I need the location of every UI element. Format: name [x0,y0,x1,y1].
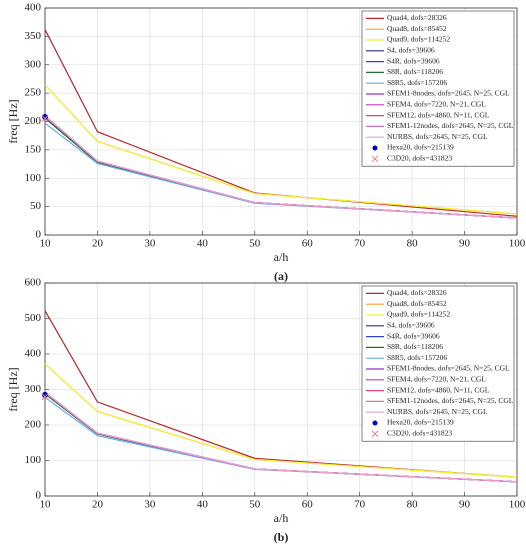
x-tick-label: 100 [509,238,526,250]
data-point [41,393,49,400]
y-tick-label: 300 [25,383,42,395]
y-tick-label: 200 [25,115,42,127]
x-axis-label: a/h [274,250,289,264]
legend-label: SFEM12, dofs=4860, N=11, CGL [387,110,490,119]
y-tick-label: 500 [25,312,42,324]
legend-label: Quad9, dofs=114252 [387,35,450,44]
y-tick-label: 200 [25,419,42,431]
x-tick-label: 40 [197,238,209,250]
series-line [44,84,518,215]
legend-label: S4R, dofs=39606 [387,56,440,65]
y-tick-label: 400 [25,348,42,360]
x-tick-label: 80 [407,238,419,250]
series-line [44,115,518,219]
legend-label: C3D20, dofs=431823 [387,429,452,438]
y-tick-label: 0 [36,490,42,502]
legend-label: SFEM4, dofs=7220, N=21, CGL [387,100,486,109]
legend-label: S4R, dofs=39606 [387,331,440,340]
x-tick-label: 40 [197,499,209,511]
y-tick-label: 400 [25,2,42,14]
y-tick-label: 350 [25,30,42,42]
x-tick-label: 70 [354,238,366,250]
plot-frame [44,7,518,236]
legend-swatch [372,420,378,426]
legend-swatch [371,155,379,163]
legend-label: S8R, dofs=118206 [387,67,443,76]
legend-label: NURBS, dofs=2645, N=25, CGL [387,407,488,416]
x-tick-label: 60 [302,499,314,511]
legend-label: SFEM1-8nodes, dofs=2645, N=25, CGL [387,364,510,373]
legend-label: SFEM12, dofs=4860, N=11, CGL [387,385,490,394]
legend-label: S8R5, dofs=157206 [387,353,447,362]
data-point [42,391,48,398]
x-tick-label: 20 [92,238,104,250]
y-axis-label: freq [Hz] [6,99,20,143]
x-tick-label: 10 [40,499,52,511]
legend-label: Quad9, dofs=114252 [387,310,450,319]
x-tick-label: 60 [302,238,314,250]
series-line [44,29,518,217]
legend-label: SFEM1-12nodes, dofs=2645, N=25, CGL [387,121,514,130]
y-tick-label: 300 [25,58,42,70]
data-point [41,115,49,123]
y-tick-label: 250 [25,87,42,99]
legend-label: Hexa20, dofs=215139 [387,143,454,152]
y-tick-label: 100 [25,454,42,466]
legend-label: NURBS, dofs=2645, N=25, CGL [387,132,488,141]
legend-label: Quad4, dofs=28326 [387,13,447,22]
x-tick-label: 10 [40,238,52,250]
x-tick-label: 50 [249,238,261,250]
x-tick-label: 20 [92,499,104,511]
x-tick-label: 80 [407,499,419,511]
legend-label: Quad8, dofs=85452 [387,299,447,308]
series-line [44,391,518,483]
legend-box [361,285,515,442]
legend-swatch [371,430,379,438]
caption: (b) [274,530,289,544]
legend-label: S8R5, dofs=157206 [387,78,447,87]
legend-box [361,10,515,167]
x-tick-label: 70 [354,499,366,511]
series-line [44,363,518,478]
y-axis-label: freq [Hz] [6,367,20,411]
caption: (a) [274,269,288,283]
legend-label: Quad4, dofs=28326 [387,288,447,297]
y-tick-label: 100 [25,172,42,184]
legend-label: S4, dofs=39606 [387,321,435,330]
legend-label: SFEM4, dofs=7220, N=21, CGL [387,375,486,384]
x-axis-label: a/h [274,511,289,525]
x-tick-label: 30 [144,499,156,511]
legend-label: SFEM1-8nodes, dofs=2645, N=25, CGL [387,89,510,98]
y-tick-label: 600 [25,277,42,289]
legend-label: Hexa20, dofs=215139 [387,418,454,427]
x-tick-label: 100 [509,499,526,511]
legend-label: S4, dofs=39606 [387,46,435,55]
y-tick-label: 0 [36,229,42,241]
x-tick-label: 90 [459,499,471,511]
x-tick-label: 50 [249,499,261,511]
y-tick-label: 50 [30,200,42,212]
legend-label: Quad8, dofs=85452 [387,24,447,33]
y-tick-label: 150 [25,143,42,155]
data-point [42,113,48,120]
legend-label: C3D20, dofs=431823 [387,154,452,163]
x-tick-label: 90 [459,238,471,250]
plot-frame [44,282,518,497]
x-tick-label: 30 [144,238,156,250]
legend-swatch [372,145,378,151]
legend-label: S8R, dofs=118206 [387,342,443,351]
legend-label: SFEM1-12nodes, dofs=2645, N=25, CGL [387,396,514,405]
